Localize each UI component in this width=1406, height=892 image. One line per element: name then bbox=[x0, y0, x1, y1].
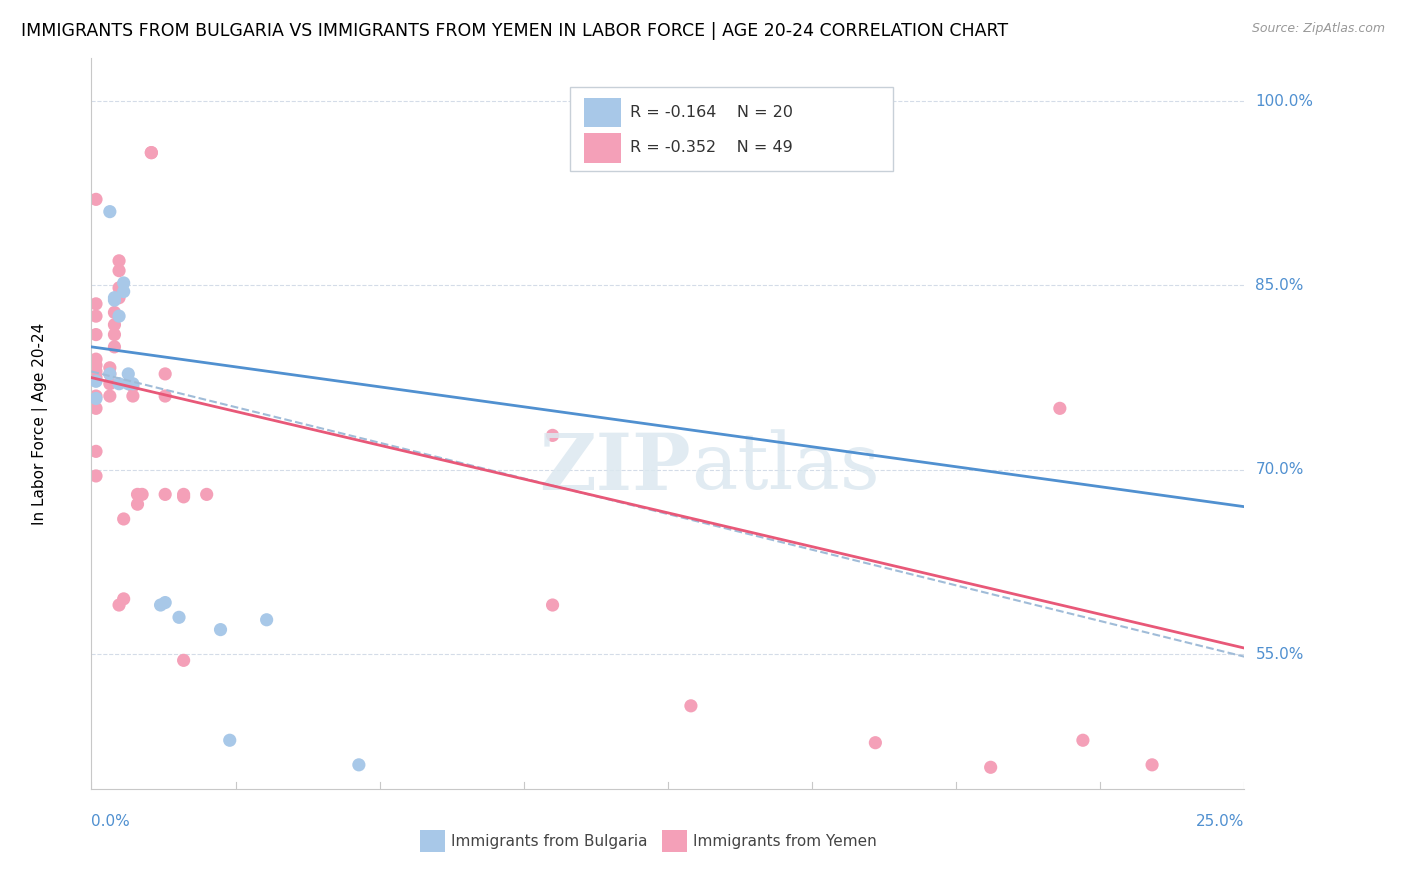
Point bbox=[1071, 733, 1094, 747]
FancyBboxPatch shape bbox=[662, 830, 688, 853]
Point bbox=[108, 253, 131, 268]
Point bbox=[127, 487, 149, 501]
Point bbox=[98, 367, 121, 381]
Point bbox=[103, 305, 125, 319]
Point bbox=[256, 613, 278, 627]
Point bbox=[98, 389, 121, 403]
FancyBboxPatch shape bbox=[420, 830, 446, 853]
Point bbox=[84, 389, 107, 403]
Text: Immigrants from Bulgaria: Immigrants from Bulgaria bbox=[451, 834, 648, 849]
Point bbox=[209, 623, 232, 637]
Point bbox=[112, 276, 135, 290]
Point bbox=[103, 293, 125, 307]
Text: 0.0%: 0.0% bbox=[91, 814, 131, 830]
Point bbox=[103, 327, 125, 342]
Point bbox=[122, 376, 145, 391]
Point bbox=[167, 610, 190, 624]
Point bbox=[84, 327, 107, 342]
Point bbox=[127, 497, 149, 511]
Point bbox=[122, 389, 145, 403]
Text: In Labor Force | Age 20-24: In Labor Force | Age 20-24 bbox=[31, 323, 48, 524]
Point bbox=[84, 364, 107, 378]
Point bbox=[98, 204, 121, 219]
Point bbox=[84, 352, 107, 367]
Point bbox=[84, 401, 107, 416]
Point bbox=[98, 367, 121, 381]
Point bbox=[84, 309, 107, 323]
Point bbox=[84, 444, 107, 458]
Text: Source: ZipAtlas.com: Source: ZipAtlas.com bbox=[1251, 22, 1385, 36]
Point bbox=[108, 309, 131, 323]
Text: IMMIGRANTS FROM BULGARIA VS IMMIGRANTS FROM YEMEN IN LABOR FORCE | AGE 20-24 COR: IMMIGRANTS FROM BULGARIA VS IMMIGRANTS F… bbox=[21, 22, 1008, 40]
Point bbox=[108, 263, 131, 277]
Text: 55.0%: 55.0% bbox=[1256, 647, 1303, 662]
Text: 85.0%: 85.0% bbox=[1256, 278, 1303, 293]
Text: atlas: atlas bbox=[690, 430, 880, 506]
Point bbox=[541, 598, 564, 612]
Point bbox=[347, 757, 370, 772]
Point bbox=[195, 487, 218, 501]
Point bbox=[865, 736, 887, 750]
Point bbox=[1049, 401, 1071, 416]
Text: R = -0.164    N = 20: R = -0.164 N = 20 bbox=[630, 105, 793, 120]
Point bbox=[131, 487, 153, 501]
Text: 100.0%: 100.0% bbox=[1256, 94, 1313, 109]
Point bbox=[117, 376, 139, 391]
Point bbox=[153, 367, 176, 381]
Point bbox=[108, 291, 131, 305]
Point bbox=[84, 297, 107, 311]
Point bbox=[84, 192, 107, 206]
Point bbox=[141, 145, 163, 160]
Point bbox=[153, 389, 176, 403]
Point bbox=[112, 285, 135, 299]
Point bbox=[98, 376, 121, 391]
Point bbox=[541, 428, 564, 442]
Point bbox=[112, 591, 135, 606]
Point bbox=[141, 145, 163, 160]
Point bbox=[679, 698, 702, 713]
Point bbox=[112, 512, 135, 526]
Point bbox=[108, 281, 131, 295]
Text: Immigrants from Yemen: Immigrants from Yemen bbox=[693, 834, 877, 849]
Point bbox=[103, 318, 125, 332]
Point bbox=[108, 598, 131, 612]
Text: ZIP: ZIP bbox=[540, 430, 690, 506]
Point bbox=[153, 487, 176, 501]
Point bbox=[149, 598, 172, 612]
Point bbox=[103, 340, 125, 354]
Point bbox=[103, 291, 125, 305]
Point bbox=[84, 392, 107, 406]
Point bbox=[218, 733, 240, 747]
Point bbox=[173, 487, 195, 501]
Point bbox=[117, 367, 139, 381]
FancyBboxPatch shape bbox=[583, 98, 620, 128]
Point bbox=[84, 359, 107, 373]
Point bbox=[153, 596, 176, 610]
Point bbox=[173, 490, 195, 504]
Point bbox=[108, 376, 131, 391]
Point bbox=[84, 469, 107, 483]
Point bbox=[98, 360, 121, 375]
Point bbox=[173, 653, 195, 667]
Point bbox=[84, 370, 107, 384]
Text: R = -0.352    N = 49: R = -0.352 N = 49 bbox=[630, 140, 793, 155]
FancyBboxPatch shape bbox=[569, 87, 893, 171]
Point bbox=[1140, 757, 1163, 772]
Point bbox=[980, 760, 1002, 774]
Text: 70.0%: 70.0% bbox=[1256, 462, 1303, 477]
FancyBboxPatch shape bbox=[583, 133, 620, 162]
Text: 25.0%: 25.0% bbox=[1197, 814, 1244, 830]
Point bbox=[84, 374, 107, 388]
Point bbox=[122, 379, 145, 393]
